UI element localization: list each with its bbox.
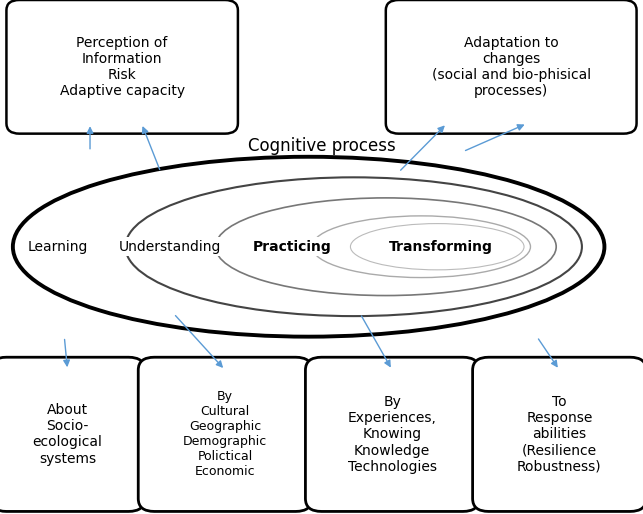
FancyBboxPatch shape [138, 357, 312, 511]
Text: By
Experiences,
Knowing
Knowledge
Technologies: By Experiences, Knowing Knowledge Techno… [348, 395, 437, 474]
Text: By
Cultural
Geographic
Demographic
Polictical
Economic: By Cultural Geographic Demographic Polic… [183, 390, 267, 479]
Text: Transforming: Transforming [388, 240, 493, 254]
Text: Practicing: Practicing [253, 240, 332, 254]
Text: About
Socio-
ecological
systems: About Socio- ecological systems [33, 403, 102, 466]
FancyBboxPatch shape [6, 0, 238, 134]
Text: Cognitive process: Cognitive process [248, 137, 395, 156]
Text: Perception of
Information
Risk
Adaptive capacity: Perception of Information Risk Adaptive … [60, 35, 185, 98]
FancyBboxPatch shape [473, 357, 643, 511]
FancyBboxPatch shape [386, 0, 637, 134]
Text: Learning: Learning [28, 240, 88, 254]
Text: Adaptation to
changes
(social and bio-phisical
processes): Adaptation to changes (social and bio-ph… [431, 35, 591, 98]
Text: To
Response
abilities
(Resilience
Robustness): To Response abilities (Resilience Robust… [517, 395, 602, 474]
Text: Understanding: Understanding [119, 240, 222, 254]
FancyBboxPatch shape [0, 357, 145, 511]
FancyBboxPatch shape [305, 357, 479, 511]
